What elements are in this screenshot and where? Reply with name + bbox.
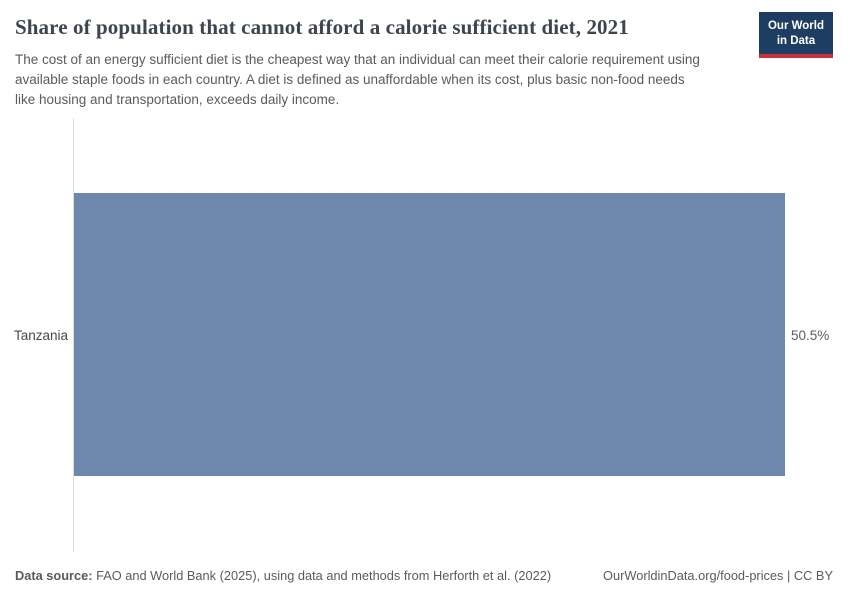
data-source-text: FAO and World Bank (2025), using data an… bbox=[92, 568, 552, 583]
bar-tanzania[interactable] bbox=[74, 193, 785, 476]
value-label-tanzania: 50.5% bbox=[791, 328, 830, 343]
data-source-label: Data source: bbox=[15, 568, 93, 583]
owid-logo[interactable]: Our World in Data bbox=[758, 12, 833, 58]
bar-track bbox=[74, 193, 785, 476]
chart-subtitle: The cost of an energy sufficient diet is… bbox=[15, 52, 700, 107]
chart-title: Share of population that cannot afford a… bbox=[15, 15, 629, 39]
owid-logo-line2: in Data bbox=[776, 34, 816, 47]
chart-footer: Data source: FAO and World Bank (2025), … bbox=[15, 568, 833, 583]
owid-logo-line1: Our World bbox=[767, 20, 824, 32]
data-source-note: Data source: FAO and World Bank (2025), … bbox=[15, 568, 551, 583]
y-axis-line bbox=[73, 118, 74, 552]
owid-url-license-link[interactable]: OurWorldinData.org/food-prices | CC BY bbox=[603, 568, 833, 583]
entity-label-tanzania: Tanzania bbox=[13, 328, 68, 343]
